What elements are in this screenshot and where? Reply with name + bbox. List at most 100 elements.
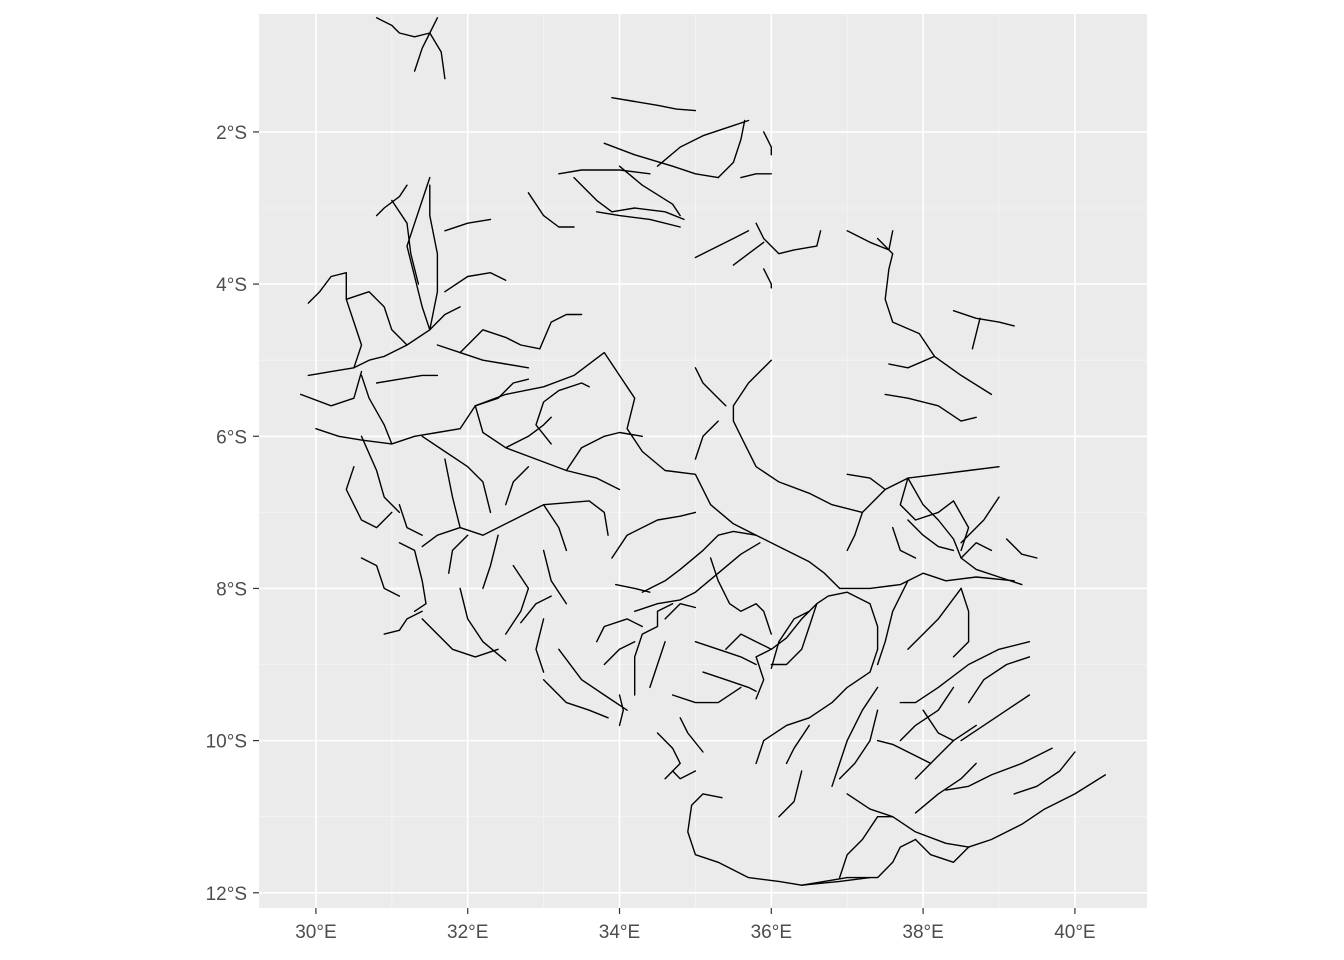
river-line (732, 241, 765, 266)
river-line (907, 519, 955, 552)
river-line (770, 603, 818, 666)
river-line (474, 405, 621, 491)
river-line (967, 774, 1106, 848)
river-line (603, 142, 719, 179)
river-line (785, 724, 810, 765)
river-line (717, 119, 746, 179)
river-line (914, 724, 977, 780)
river-line (375, 17, 439, 38)
river-line (535, 618, 545, 673)
river-line (474, 351, 643, 453)
river-line (315, 428, 393, 445)
river-line (671, 770, 697, 780)
river-line (505, 466, 530, 506)
river-line (960, 496, 1000, 544)
river-line (421, 435, 492, 514)
river-line (967, 656, 1031, 704)
river-line (846, 793, 970, 848)
river-line (933, 355, 993, 396)
river-line (505, 416, 552, 449)
river-line (634, 542, 761, 612)
river-line (436, 344, 530, 369)
river-line (694, 367, 727, 407)
river-line (945, 747, 1053, 791)
river-line (421, 618, 499, 658)
river-line (300, 370, 363, 407)
river-line (353, 329, 431, 369)
river-line (360, 435, 401, 514)
river-line (421, 526, 461, 548)
river-line (763, 268, 772, 289)
river-line (596, 211, 681, 228)
river-line (527, 192, 575, 228)
river-line (375, 184, 408, 217)
river-line (846, 473, 886, 491)
river-line (520, 595, 552, 624)
river-line (914, 838, 970, 863)
river-line (611, 511, 697, 559)
river-line (694, 230, 750, 259)
river-line (801, 838, 917, 886)
river-line (345, 291, 408, 346)
river-line (611, 97, 697, 112)
river-line (876, 739, 932, 765)
river-line (345, 466, 393, 529)
river-line (656, 119, 750, 167)
river-line (641, 450, 841, 590)
river-line (952, 587, 970, 658)
river-line (459, 587, 507, 662)
river-line (709, 557, 772, 635)
river-line (884, 393, 977, 422)
river-line (398, 542, 427, 612)
river-line (846, 230, 894, 251)
river-line (687, 793, 803, 886)
river-line (360, 557, 401, 597)
river-line (892, 526, 917, 559)
river-line (429, 184, 439, 331)
river-line (542, 504, 568, 552)
x-tick-label: 34°E (599, 922, 640, 943)
river-line (1005, 538, 1038, 559)
river-line (740, 173, 772, 179)
river-line (307, 272, 363, 369)
river-line (755, 222, 822, 255)
river-line (649, 641, 666, 689)
river-line (838, 709, 879, 780)
river-line (444, 272, 507, 293)
river-network (300, 17, 1106, 886)
river-line (444, 458, 609, 536)
river-line (1013, 751, 1076, 795)
river-line (960, 694, 1031, 742)
river-line (664, 603, 697, 620)
river-line (694, 420, 719, 460)
river-line (846, 511, 864, 552)
river-line (505, 564, 530, 635)
river-line (801, 876, 871, 886)
y-axis: 2°S 4°S 6°S 8°S 10°S 12°S (206, 123, 259, 905)
x-tick-label: 38°E (902, 922, 943, 943)
river-line (406, 176, 431, 331)
river-line (618, 165, 681, 217)
river-line (952, 310, 1015, 327)
river-line (763, 131, 772, 156)
y-tick-label: 4°S (216, 275, 247, 296)
river-line (671, 686, 742, 704)
river-line (383, 610, 423, 635)
river-line (535, 382, 590, 445)
river-line (413, 32, 431, 72)
river-line (391, 405, 476, 445)
river-line (679, 717, 704, 753)
x-tick-label: 32°E (447, 922, 488, 943)
river-line (558, 169, 651, 175)
river-line (596, 618, 643, 643)
river-line (634, 603, 674, 696)
river-line (770, 610, 810, 669)
river-line (641, 530, 757, 593)
river-line (542, 549, 568, 605)
river-line (615, 583, 651, 593)
x-tick-label: 30°E (295, 922, 336, 943)
river-line (755, 648, 879, 765)
river-line (725, 633, 772, 650)
river-line (922, 709, 955, 742)
